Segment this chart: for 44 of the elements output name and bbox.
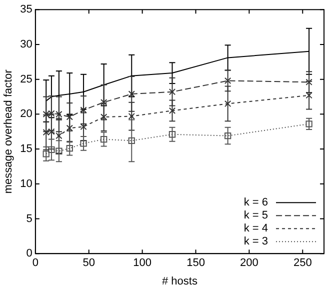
legend-label: k = 6 (244, 196, 268, 209)
x-axis-title: # hosts (162, 275, 198, 288)
point (66, 145, 73, 152)
y-axis-title: message overhead factor (2, 69, 15, 194)
point (56, 132, 62, 140)
y-tick-label: 0 (26, 248, 32, 260)
point (168, 107, 176, 114)
point (56, 148, 62, 154)
point (42, 150, 50, 158)
point (128, 90, 135, 98)
point (306, 120, 312, 128)
legend-label: k = 4 (244, 222, 268, 235)
y-tick-label: 5 (26, 212, 32, 225)
x-tick-label: 100 (133, 257, 152, 270)
point (56, 110, 62, 118)
point (168, 131, 176, 138)
point (80, 106, 87, 114)
point (42, 128, 50, 136)
point (100, 136, 108, 143)
point (48, 146, 55, 154)
x-tick-label: 50 (82, 257, 95, 270)
point (224, 100, 232, 108)
x-tick-label: 200 (240, 257, 258, 270)
point (100, 98, 108, 106)
point (224, 77, 232, 84)
point (128, 112, 135, 120)
point (48, 128, 55, 135)
point (80, 140, 87, 147)
point (306, 78, 312, 86)
legend-label: k = 3 (244, 236, 268, 248)
y-tick-label: 35 (20, 4, 32, 16)
y-tick-label: 20 (20, 108, 32, 120)
y-tick-label: 10 (20, 178, 32, 190)
point (66, 114, 73, 120)
legend-label: k = 5 (244, 210, 268, 222)
y-tick-label: 25 (20, 73, 32, 86)
x-tick-label: 150 (186, 257, 205, 270)
point (224, 132, 232, 140)
point (168, 88, 176, 96)
y-tick-label: 15 (20, 143, 32, 156)
x-tick-label: 250 (293, 257, 312, 270)
y-tick-label: 30 (20, 38, 32, 50)
point (128, 137, 135, 144)
point (42, 110, 50, 118)
